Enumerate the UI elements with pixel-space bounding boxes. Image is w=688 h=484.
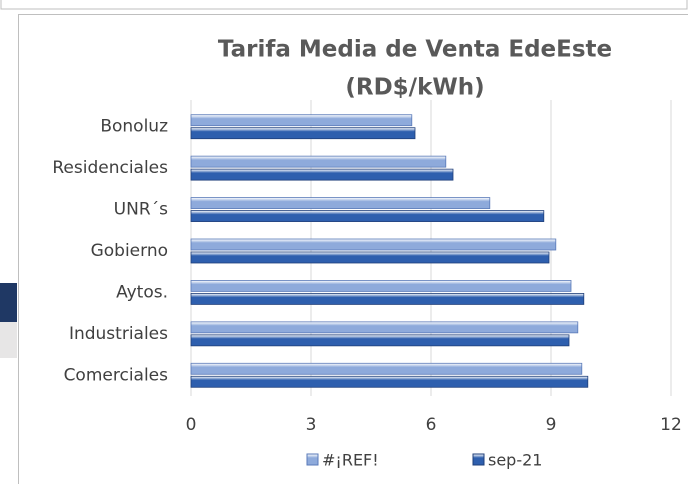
bar: [190, 114, 413, 127]
bar: [190, 362, 583, 375]
bar: [190, 168, 454, 181]
side-block: [0, 283, 17, 322]
x-tick-label: 12: [660, 415, 682, 435]
bar: [190, 155, 447, 168]
y-tick-label: Residenciales: [52, 158, 168, 178]
bar: [190, 197, 491, 209]
bar: [190, 334, 570, 347]
x-tick-label: 6: [426, 415, 437, 435]
x-tick-label: 0: [186, 415, 197, 435]
y-tick-label: Aytos.: [116, 282, 168, 302]
top-strip: [0, 0, 688, 10]
bar: [190, 280, 572, 292]
bar: [190, 127, 416, 140]
y-tick-label: Gobierno: [91, 241, 168, 261]
bar: [190, 321, 579, 334]
y-tick-label: Comerciales: [64, 365, 169, 385]
y-tick-label: Bonoluz: [100, 117, 168, 137]
legend-label: #¡REF!: [322, 451, 379, 470]
bar: [190, 238, 557, 251]
chart-title: (RD$/kWh): [345, 75, 484, 101]
x-tick-label: 3: [306, 415, 317, 435]
chart-title: Tarifa Media de Venta EdeEste: [218, 37, 612, 63]
legend-swatch: [472, 453, 485, 466]
x-tick-label: 9: [546, 415, 557, 435]
bar: [190, 293, 585, 305]
bar: [190, 210, 545, 222]
legend-label: sep-21: [488, 451, 542, 470]
side-block: [0, 322, 17, 358]
y-tick-label: Industriales: [69, 324, 168, 344]
y-tick-label: UNR´s: [114, 200, 168, 220]
bar: [190, 251, 550, 264]
legend-swatch: [306, 453, 319, 466]
bar: [190, 375, 589, 388]
